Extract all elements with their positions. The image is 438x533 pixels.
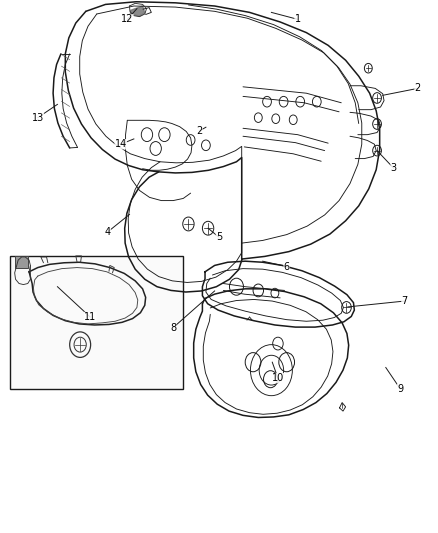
Text: 5: 5 <box>216 232 222 243</box>
Text: 12: 12 <box>121 14 134 25</box>
Text: 3: 3 <box>391 163 397 173</box>
Text: 4: 4 <box>105 227 111 237</box>
Text: 6: 6 <box>284 262 290 271</box>
Text: 2: 2 <box>414 83 421 93</box>
Text: 8: 8 <box>170 322 176 333</box>
Text: 10: 10 <box>272 373 284 383</box>
Text: 2: 2 <box>196 126 202 136</box>
Text: 7: 7 <box>402 296 408 306</box>
FancyBboxPatch shape <box>15 256 28 268</box>
Text: 11: 11 <box>84 312 96 322</box>
Text: 13: 13 <box>32 112 44 123</box>
FancyBboxPatch shape <box>11 256 183 389</box>
Text: 1: 1 <box>294 14 300 25</box>
Polygon shape <box>131 6 145 16</box>
Text: 9: 9 <box>397 384 403 394</box>
Text: 14: 14 <box>115 139 127 149</box>
